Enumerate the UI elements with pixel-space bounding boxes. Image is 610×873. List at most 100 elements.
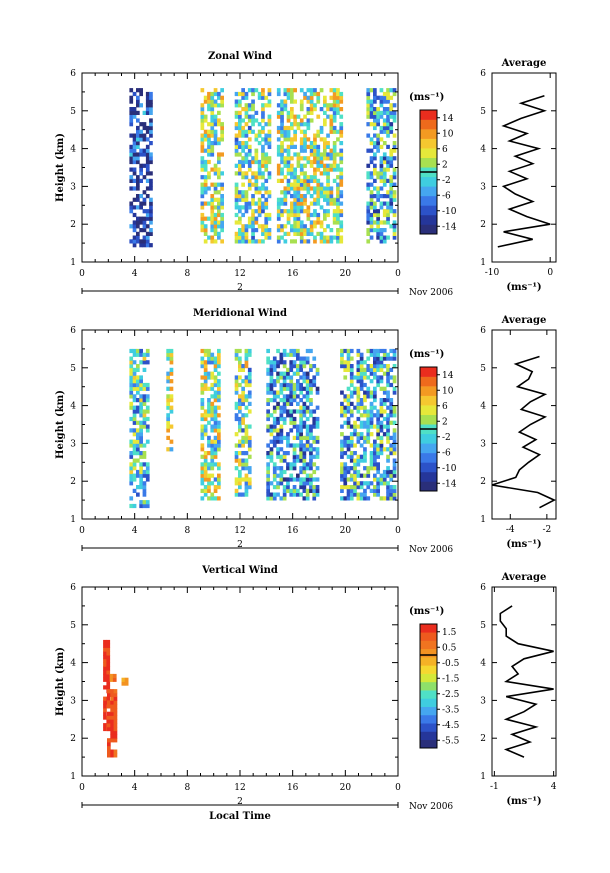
heatmap-cell	[340, 413, 344, 418]
heatmap-cell	[145, 156, 150, 161]
heatmap-cell	[210, 375, 215, 380]
heatmap-cell	[210, 386, 215, 391]
heatmap-cell	[323, 118, 327, 123]
heatmap-cell	[382, 401, 387, 406]
colorbar-swatch	[420, 433, 437, 444]
heatmap-cell	[386, 420, 390, 425]
heatmap-cell	[369, 159, 374, 165]
colorbar-swatch	[420, 665, 437, 674]
heatmap-cell	[142, 367, 147, 372]
heatmap-cell	[280, 152, 284, 157]
heatmap-cell	[207, 488, 211, 493]
heatmap-cell	[129, 390, 134, 395]
heatmap-cell	[376, 447, 380, 452]
heatmap-cell	[247, 443, 252, 448]
heatmap-cell	[276, 379, 280, 384]
heatmap-cell	[386, 473, 390, 478]
heatmap-cell	[207, 122, 211, 127]
heatmap-cell	[142, 209, 147, 214]
heatmap-cell	[203, 492, 208, 497]
heatmap-cell	[276, 451, 280, 456]
heatmap-cell	[129, 159, 134, 165]
heatmap-cell	[392, 212, 397, 218]
heatmap-cell	[379, 481, 384, 486]
heatmap-cell	[366, 469, 371, 475]
heatmap-cell	[129, 167, 134, 172]
heatmap-cell	[282, 405, 287, 410]
heatmap-cell	[309, 473, 313, 478]
heatmap-cell	[142, 243, 147, 248]
profile-x-tick-label: -2	[542, 525, 551, 535]
heatmap-cell	[210, 148, 215, 153]
heatmap-cell	[313, 201, 317, 206]
heatmap-cell	[217, 473, 221, 478]
heatmap-cell	[129, 224, 134, 229]
heatmap-cell	[267, 141, 272, 146]
heatmap-cell	[382, 182, 387, 187]
heatmap-cell	[289, 466, 294, 471]
heatmap-cell	[349, 466, 354, 471]
heatmap-cell	[272, 409, 277, 414]
heatmap-cell	[251, 197, 255, 202]
heatmap-cell	[217, 182, 221, 187]
heatmap-cell	[349, 375, 354, 380]
heatmap-cell	[326, 224, 330, 229]
heatmap-cell	[279, 390, 284, 395]
heatmap-cell	[349, 435, 354, 440]
heatmap-cell	[312, 488, 317, 493]
heatmap-cell	[319, 239, 324, 244]
heatmap-cell	[289, 473, 294, 478]
heatmap-cell	[244, 141, 249, 146]
heatmap-cell	[200, 488, 205, 493]
heatmap-cell	[343, 469, 348, 475]
heatmap-cell	[376, 144, 380, 149]
heatmap-cell	[282, 451, 287, 456]
heatmap-cell	[106, 662, 111, 667]
heatmap-cell	[129, 144, 134, 149]
heatmap-cell	[103, 662, 107, 667]
heatmap-cell	[339, 125, 344, 131]
heatmap-cell	[340, 443, 344, 448]
heatmap-cell	[289, 416, 294, 422]
heatmap-cell	[244, 473, 249, 478]
heatmap-cell	[279, 416, 284, 422]
heatmap-cell	[289, 462, 294, 467]
heatmap-cell	[376, 454, 380, 459]
heatmap-cell	[276, 216, 281, 221]
heatmap-cell	[207, 141, 211, 146]
heatmap-cell	[392, 443, 397, 448]
colorbar-unit: (ms⁻¹)	[409, 349, 444, 360]
heatmap-cell	[373, 122, 377, 127]
heatmap-cell	[203, 129, 208, 134]
heatmap-cell	[369, 379, 374, 384]
heatmap-cell	[132, 152, 137, 157]
heatmap-cell	[217, 122, 221, 127]
heatmap-cell	[207, 201, 211, 206]
heatmap-cell	[217, 95, 221, 100]
heatmap-cell	[316, 194, 321, 199]
heatmap-cell	[386, 432, 390, 437]
heatmap-cell	[382, 95, 387, 100]
heatmap-cell	[339, 175, 344, 180]
heatmap-cell	[296, 194, 301, 199]
heatmap-cell	[305, 390, 310, 395]
heatmap-cell	[359, 401, 364, 406]
heatmap-cell	[142, 228, 147, 233]
x-tick-label: 0	[395, 526, 401, 536]
heatmap-cell	[299, 382, 303, 388]
y-tick-label: 3	[70, 696, 76, 706]
heatmap-cell	[238, 99, 242, 104]
heatmap-cell	[359, 496, 364, 501]
heatmap-cell	[254, 118, 259, 123]
heatmap-cell	[326, 107, 330, 112]
heatmap-cell	[336, 167, 340, 172]
heatmap-cell	[203, 477, 208, 482]
heatmap-cell	[349, 496, 354, 501]
heatmap-cell	[286, 163, 291, 168]
heatmap-cell	[366, 175, 371, 180]
heatmap-cell	[386, 194, 390, 199]
heatmap-cell	[319, 231, 324, 236]
heatmap-cell	[379, 477, 384, 482]
heatmap-cell	[129, 371, 134, 376]
heatmap-cell	[200, 454, 205, 459]
